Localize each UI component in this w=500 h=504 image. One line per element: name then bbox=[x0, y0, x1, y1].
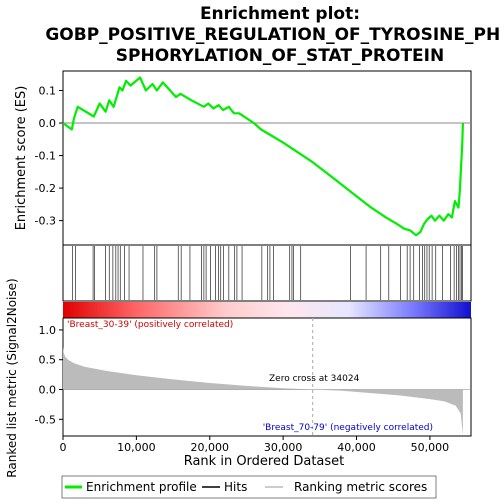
hits-panel-frame bbox=[62, 244, 472, 302]
es-panel-frame bbox=[62, 70, 472, 246]
enrichment-profile-line bbox=[62, 76, 464, 237]
es-y-tick-label: 0.0 bbox=[39, 117, 57, 130]
metric-area-group bbox=[63, 318, 471, 436]
x-tick-label: 20,000 bbox=[191, 441, 230, 454]
es-y-tick-label: 0.1 bbox=[39, 85, 57, 98]
metric-y-tick-label: -0.5 bbox=[35, 413, 56, 426]
es-y-tick-label: -0.2 bbox=[35, 182, 56, 195]
chart-title-line-3: SPHORYLATION_OF_STAT_PROTEIN bbox=[116, 46, 444, 66]
x-tick-label: 30,000 bbox=[264, 441, 303, 454]
es-y-axis-label: Enrichment score (ES) bbox=[14, 86, 29, 231]
legend-frame bbox=[61, 475, 437, 499]
x-tick-label: 50,000 bbox=[411, 441, 450, 454]
x-tick-label: 10,000 bbox=[117, 441, 156, 454]
hits-group bbox=[72, 246, 463, 300]
es-curve-group bbox=[62, 76, 464, 237]
legend-label-ranking-metric: Ranking metric scores bbox=[294, 480, 427, 494]
metric-y-axis: 1.0 0.5 0.0 -0.5 bbox=[35, 324, 63, 426]
metric-y-tick-label: 0.0 bbox=[39, 384, 57, 397]
metric-y-tick-label: 0.5 bbox=[39, 354, 57, 367]
x-axis: 0 10,000 20,000 30,000 40,000 50,000 bbox=[60, 436, 450, 454]
x-axis-label: Rank in Ordered Dataset bbox=[184, 454, 345, 469]
negative-correlation-label: 'Breast_70-79' (negatively correlated) bbox=[263, 423, 433, 433]
zero-cross-label: Zero cross at 34024 bbox=[269, 374, 360, 384]
rank-gradient-bar bbox=[63, 302, 471, 318]
metric-y-axis-label: Ranked list metric (Signal2Noise) bbox=[5, 278, 19, 477]
ranking-metric-area bbox=[63, 346, 463, 436]
chart-title-line-2: GOBP_POSITIVE_REGULATION_OF_TYROSINE_PHO bbox=[45, 25, 500, 45]
legend-label-enrichment-profile: Enrichment profile bbox=[86, 480, 197, 494]
x-tick-label: 0 bbox=[60, 441, 67, 454]
es-y-tick-label: -0.1 bbox=[35, 150, 56, 163]
legend-label-hits: Hits bbox=[224, 480, 247, 494]
es-y-tick-label: -0.3 bbox=[35, 215, 56, 228]
chart-title-line-1: Enrichment plot: bbox=[200, 4, 360, 24]
metric-y-tick-label: 1.0 bbox=[39, 324, 57, 337]
positive-correlation-label: 'Breast_30-39' (positively correlated) bbox=[67, 320, 233, 330]
es-y-axis: 0.1 0.0 -0.1 -0.2 -0.3 bbox=[35, 85, 63, 228]
x-tick-label: 40,000 bbox=[337, 441, 376, 454]
